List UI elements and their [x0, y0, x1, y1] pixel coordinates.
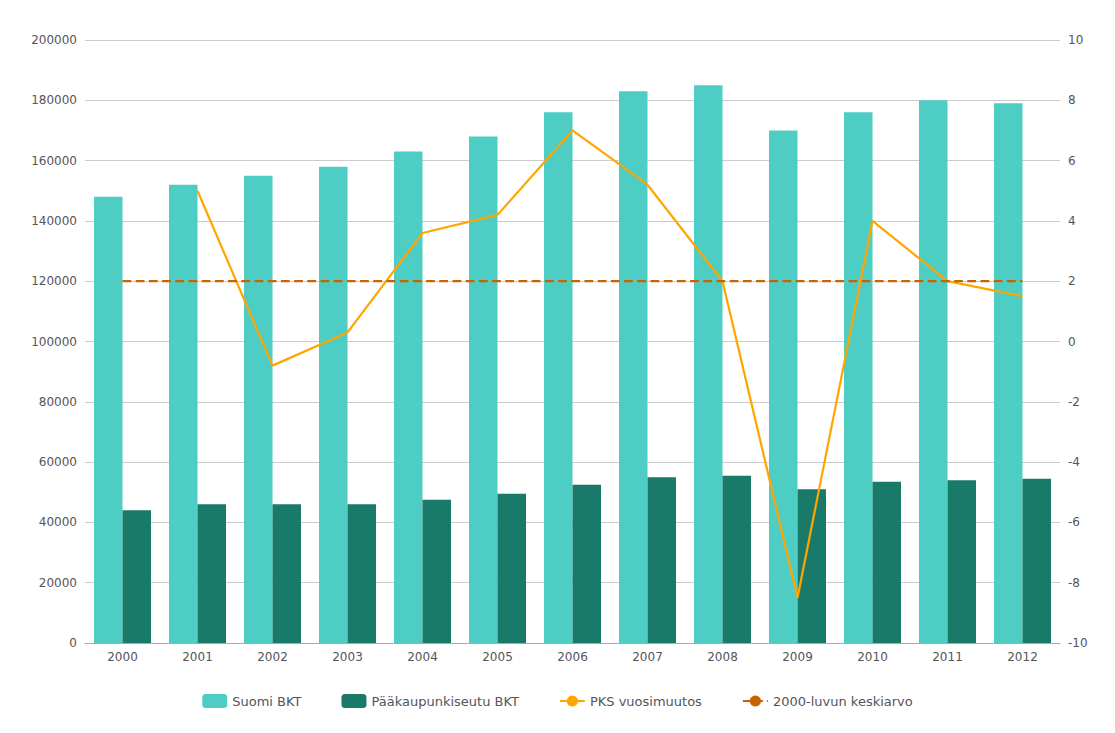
svg-text:2004: 2004 — [407, 650, 438, 664]
svg-text:80000: 80000 — [39, 395, 77, 409]
svg-text:2001: 2001 — [182, 650, 213, 664]
svg-text:100000: 100000 — [31, 335, 77, 349]
svg-text:6: 6 — [1068, 154, 1076, 168]
svg-text:Pääkaupunkiseutu BKT: Pääkaupunkiseutu BKT — [371, 694, 518, 709]
svg-text:-10: -10 — [1068, 636, 1088, 650]
svg-text:2006: 2006 — [557, 650, 588, 664]
svg-text:2010: 2010 — [857, 650, 888, 664]
svg-text:-2: -2 — [1068, 395, 1080, 409]
svg-text:2002: 2002 — [257, 650, 288, 664]
svg-text:8: 8 — [1068, 93, 1076, 107]
svg-text:40000: 40000 — [39, 515, 77, 529]
svg-text:160000: 160000 — [31, 154, 77, 168]
svg-text:200000: 200000 — [31, 33, 77, 47]
svg-text:0: 0 — [69, 636, 77, 650]
svg-text:2000-luvun keskiarvo: 2000-luvun keskiarvo — [773, 694, 913, 709]
svg-text:2007: 2007 — [632, 650, 663, 664]
svg-text:2000: 2000 — [107, 650, 138, 664]
svg-text:10: 10 — [1068, 33, 1083, 47]
svg-text:20000: 20000 — [39, 576, 77, 590]
svg-text:PKS vuosimuutos: PKS vuosimuutos — [590, 694, 702, 709]
svg-text:Suomi BKT: Suomi BKT — [232, 694, 301, 709]
svg-text:-6: -6 — [1068, 515, 1080, 529]
svg-text:2009: 2009 — [782, 650, 813, 664]
svg-text:2011: 2011 — [932, 650, 963, 664]
svg-text:2008: 2008 — [707, 650, 738, 664]
svg-text:120000: 120000 — [31, 274, 77, 288]
svg-text:2: 2 — [1068, 274, 1076, 288]
svg-text:2012: 2012 — [1007, 650, 1038, 664]
svg-text:-8: -8 — [1068, 576, 1080, 590]
svg-text:2005: 2005 — [482, 650, 513, 664]
svg-text:-4: -4 — [1068, 455, 1080, 469]
svg-text:0: 0 — [1068, 335, 1076, 349]
svg-text:140000: 140000 — [31, 214, 77, 228]
svg-text:4: 4 — [1068, 214, 1076, 228]
svg-text:2003: 2003 — [332, 650, 363, 664]
svg-text:60000: 60000 — [39, 455, 77, 469]
svg-text:180000: 180000 — [31, 93, 77, 107]
